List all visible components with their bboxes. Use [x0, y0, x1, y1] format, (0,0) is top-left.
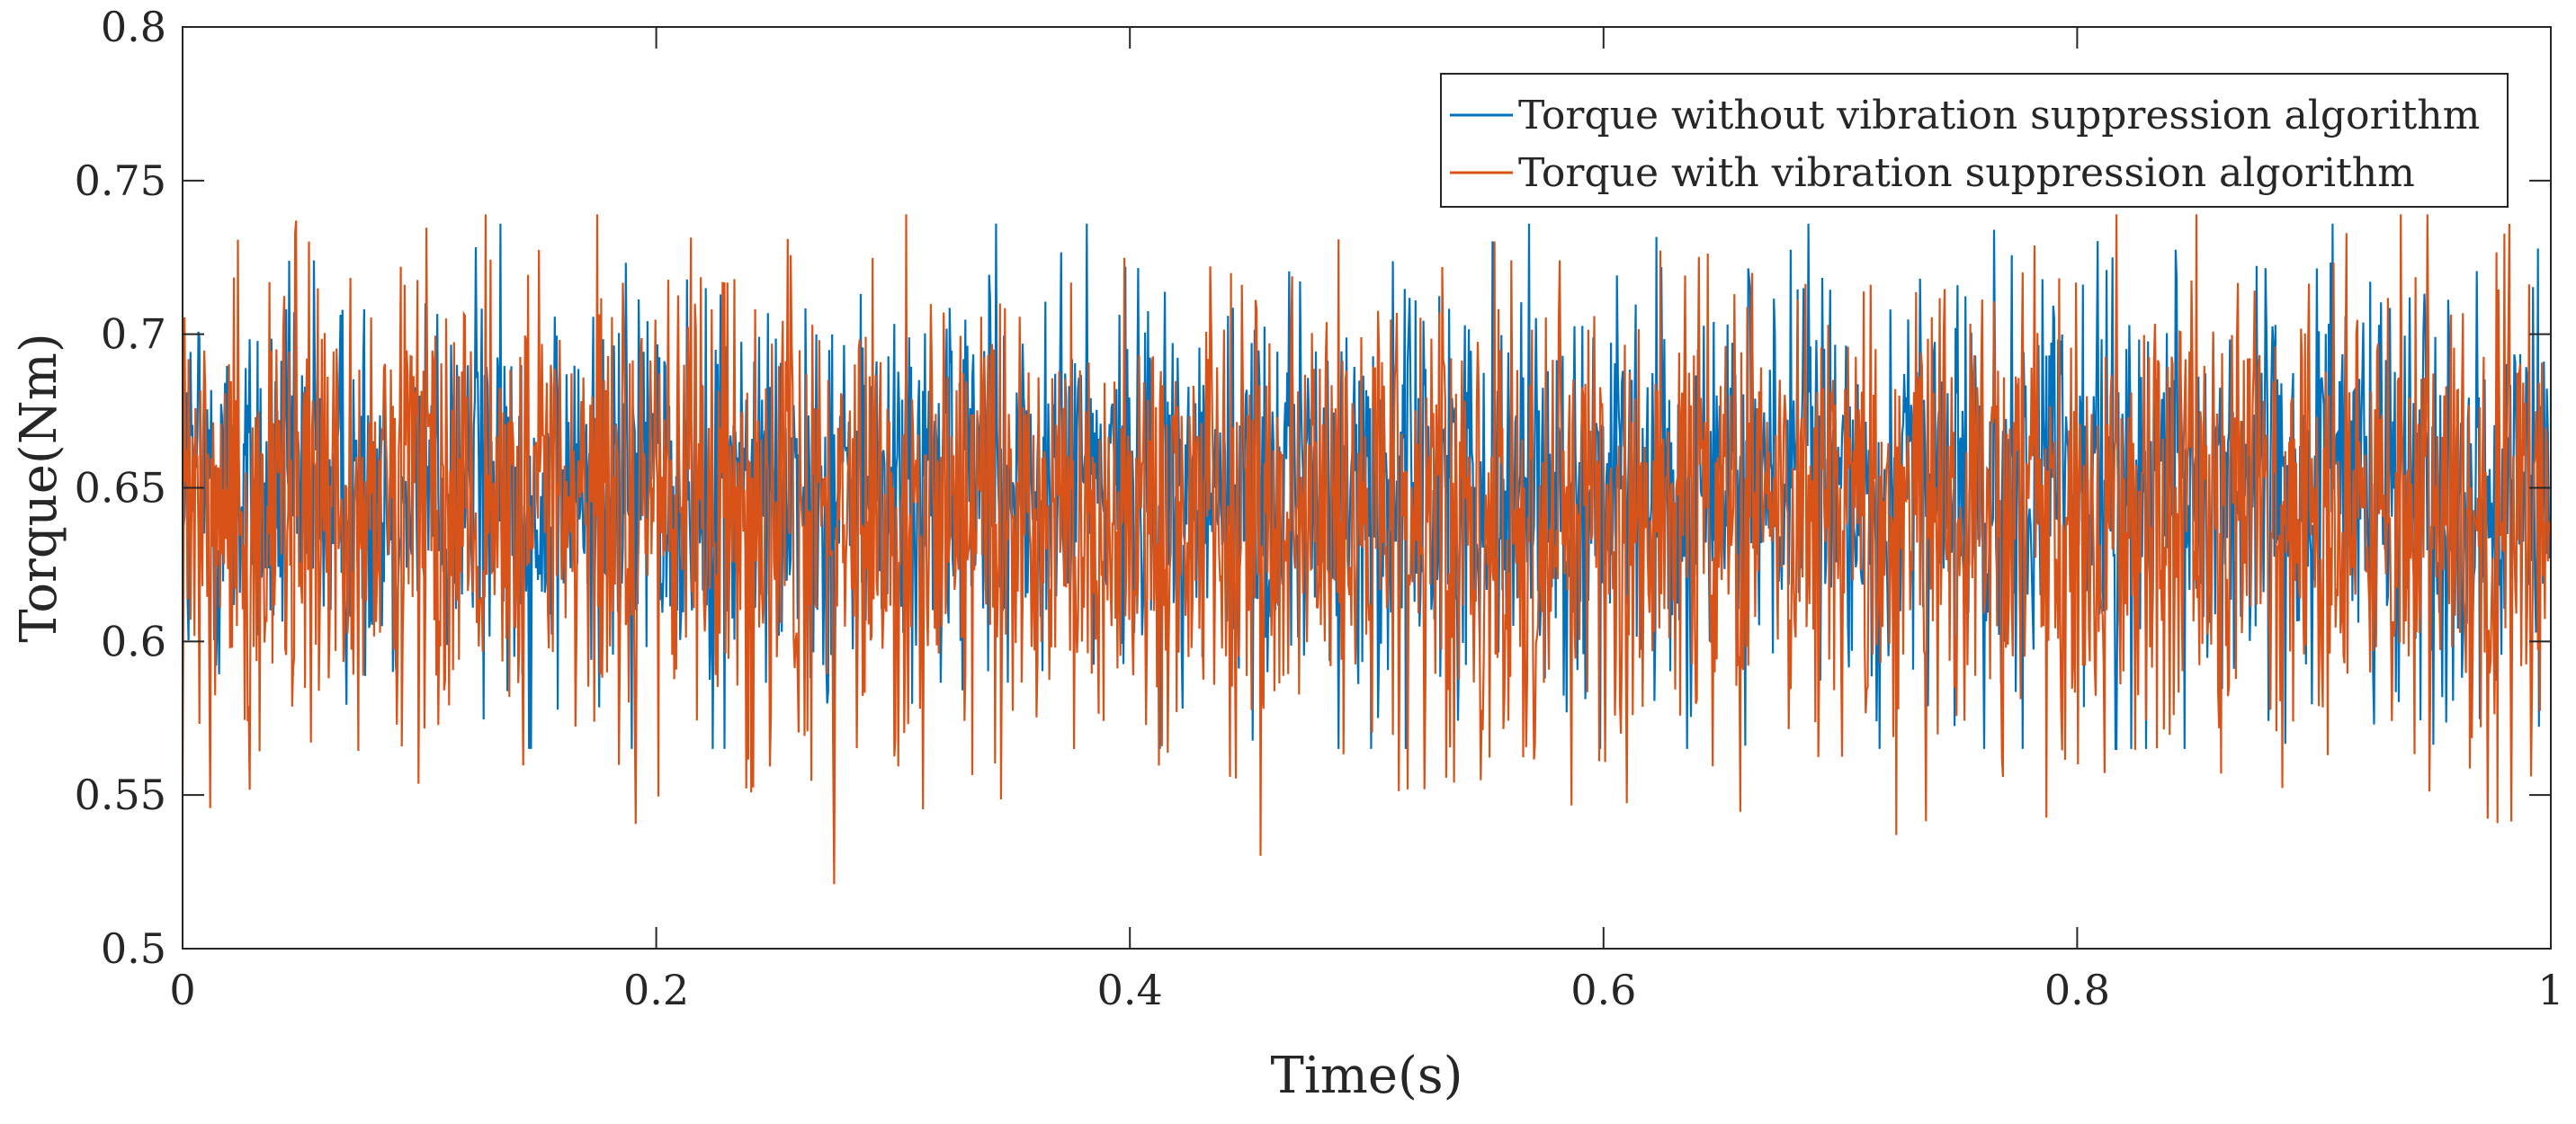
x-tick-label: 0.2	[623, 966, 689, 1014]
y-axis-title: Torque(Nm)	[10, 333, 68, 642]
x-tick-label: 0.4	[1097, 966, 1163, 1014]
axes	[182, 26, 2552, 950]
y-tick-label: 0.6	[101, 617, 166, 665]
y-tick-label: 0.65	[75, 464, 166, 513]
legend-box	[1440, 73, 2509, 208]
x-tick-label: 0.6	[1570, 966, 1636, 1014]
x-tick-label: 1	[2537, 966, 2563, 1014]
x-axis-title: Time(s)	[1271, 1047, 1463, 1105]
y-tick-label: 0.5	[101, 924, 166, 973]
plot-area	[183, 214, 2551, 885]
legend: Torque without vibration suppression alg…	[1440, 73, 2509, 208]
x-tick-label: 0.8	[2044, 966, 2110, 1014]
y-tick-label: 0.8	[101, 3, 166, 51]
y-tick-label: 0.55	[75, 771, 166, 819]
legend-label-without-suppression: Torque without vibration suppression alg…	[1518, 93, 2480, 138]
y-tick-label: 0.7	[101, 310, 166, 359]
legend-label-with-suppression: Torque with vibration suppression algori…	[1518, 150, 2415, 196]
series-line-with-suppression	[183, 214, 2551, 885]
x-tick-label: 0	[169, 966, 195, 1014]
y-tick-label: 0.75	[75, 156, 166, 205]
tick-labels: 0 0.2 0.4 0.6 0.8 1 0.5 0.55 0.6 0.65 0.7 0.75 0.8	[75, 3, 2564, 1014]
